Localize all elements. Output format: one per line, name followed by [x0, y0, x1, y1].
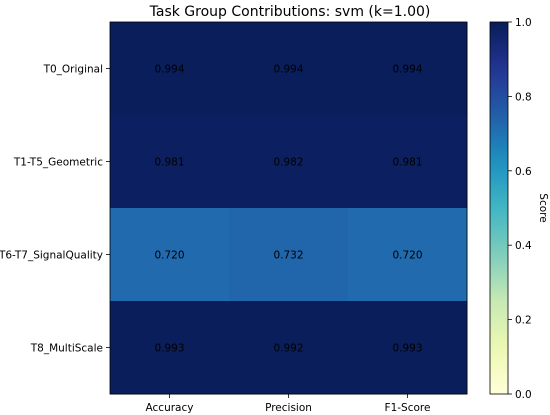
heatmap-cell [110, 115, 230, 209]
y-tick-label: T8_MultiScale [30, 343, 103, 355]
colorbar-tick-label: 0.6 [515, 166, 532, 178]
chart-title: Task Group Contributions: svm (k=1.00) [149, 4, 431, 20]
cell-value-label: 0.720 [154, 250, 184, 262]
heatmap-cell [348, 208, 468, 302]
colorbar-tick-label: 0.2 [515, 315, 532, 327]
colorbar-tick-label: 0.4 [515, 240, 532, 252]
x-tick-label: F1-Score [385, 402, 431, 414]
cell-value-label: 0.981 [392, 157, 422, 169]
heatmap-cell [110, 22, 230, 116]
cell-value-label: 0.993 [392, 343, 422, 355]
cell-value-label: 0.732 [273, 250, 303, 262]
cell-value-label: 0.994 [273, 64, 303, 76]
colorbar-tick-label: 0.8 [515, 91, 532, 103]
y-tick-label: T1-T5_Geometric [13, 157, 103, 169]
heatmap-cell [229, 22, 349, 116]
cell-value-label: 0.992 [273, 343, 303, 355]
colorbar: 0.0 0.2 0.4 0.6 0.8 1.0 [489, 17, 532, 401]
colorbar-tick-label: 1.0 [515, 17, 532, 29]
column-labels: Accuracy Precision F1-Score [146, 394, 431, 414]
row-labels: T0_Original T1-T5_Geometric T6-T7_SignalQu… [0, 64, 110, 355]
heatmap-cell [348, 115, 468, 209]
heatmap-cell [348, 22, 468, 116]
cell-value-label: 0.982 [273, 157, 303, 169]
heatmap-cell [110, 301, 230, 395]
heatmap-cell [229, 208, 349, 302]
cell-value-label: 0.993 [154, 343, 184, 355]
cell-value-label: 0.720 [392, 250, 422, 262]
colorbar-gradient [489, 21, 509, 395]
heatmap-cell [229, 301, 349, 395]
cell-value-label: 0.994 [154, 64, 184, 76]
heatmap-cells: 0.994 0.994 0.994 0.981 0.982 0.981 0.720 0.732… [110, 22, 468, 395]
y-tick-label: T0_Original [43, 64, 103, 76]
heatmap-cell [348, 301, 468, 395]
heatmap-cell [229, 115, 349, 209]
x-tick-label: Accuracy [146, 402, 194, 414]
cell-value-label: 0.981 [154, 157, 184, 169]
colorbar-label: Score [537, 193, 549, 222]
cell-value-label: 0.994 [392, 64, 422, 76]
y-tick-label: T6-T7_SignalQuality [0, 250, 103, 262]
x-tick-label: Precision [265, 402, 312, 414]
plot-frame [109, 21, 468, 395]
colorbar-tick-label: 0.0 [515, 389, 532, 401]
heatmap-cell [110, 208, 230, 302]
